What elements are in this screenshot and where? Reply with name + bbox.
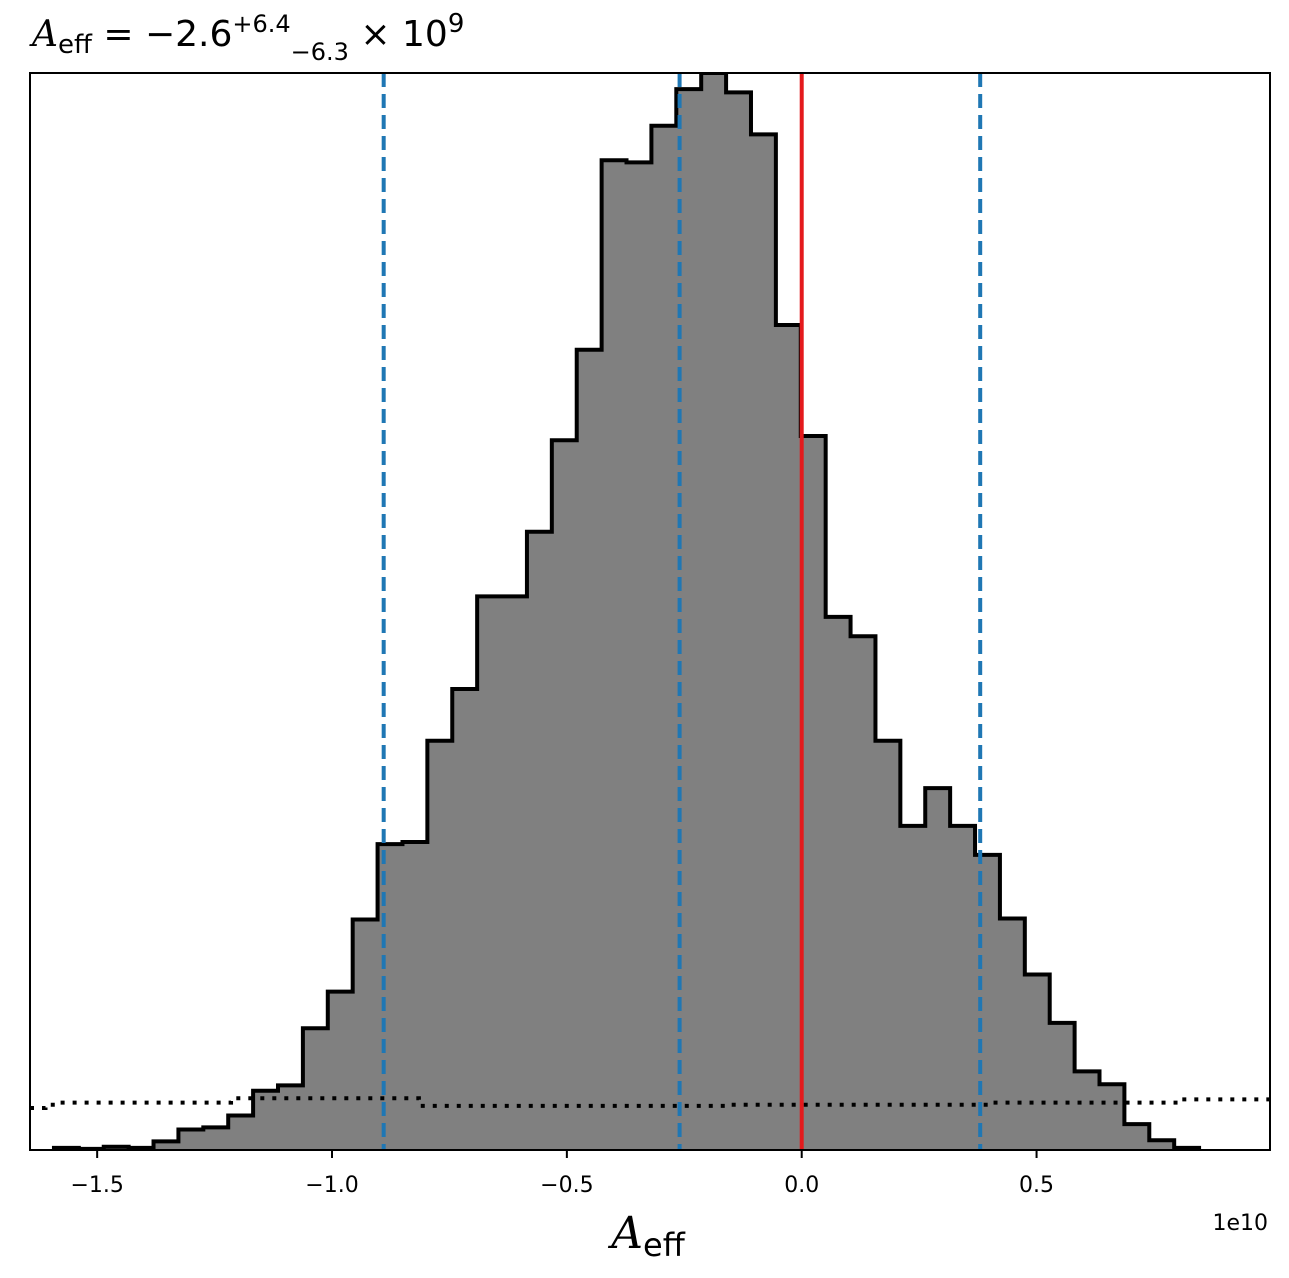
title-upper-error: +6.4 — [232, 10, 290, 38]
title-exponent: 9 — [448, 9, 465, 39]
histogram-bar — [850, 636, 877, 1150]
histogram-bar — [1024, 974, 1051, 1150]
histogram-bar — [999, 918, 1026, 1150]
x-tick-label: −1.5 — [70, 1173, 123, 1198]
histogram-bar — [576, 349, 603, 1150]
title-value: = −2.6 — [92, 14, 232, 55]
plot-frame — [29, 72, 1271, 1151]
title-symbol: A — [29, 14, 58, 55]
histogram-bar — [1049, 1022, 1076, 1150]
histogram-bar — [1074, 1071, 1101, 1150]
histogram-bar — [875, 740, 901, 1150]
histogram-bar — [178, 1129, 204, 1150]
histogram-bar — [750, 134, 777, 1150]
histogram-bar — [701, 73, 727, 1150]
histogram-bar — [825, 616, 852, 1150]
histogram-bar — [427, 740, 453, 1150]
title-lower-error: −6.3 — [291, 38, 349, 66]
histogram-bar — [950, 825, 976, 1150]
histogram-bar — [726, 92, 752, 1151]
histogram-bar — [775, 325, 802, 1150]
title-symbol-subscript: eff — [58, 30, 93, 60]
x-tick-label: −0.5 — [540, 1173, 593, 1198]
title-multiplier: × 10 — [349, 14, 448, 55]
histogram-bar — [377, 844, 404, 1150]
histogram-bar — [352, 919, 379, 1150]
x-axis-label-symbol: A — [607, 1208, 643, 1259]
histogram-bar — [626, 162, 653, 1151]
histogram-bar — [402, 841, 428, 1150]
histogram-bar — [900, 825, 926, 1150]
histogram-bar — [452, 689, 478, 1150]
histogram-bar — [551, 440, 578, 1151]
histogram-bar — [1099, 1084, 1125, 1150]
histogram-bar — [1124, 1124, 1150, 1150]
histogram-bar — [925, 788, 951, 1150]
x-axis-offset-label: 1e10 — [1212, 1211, 1268, 1236]
x-axis-label: Aeff — [607, 1208, 685, 1264]
histogram-bar — [253, 1090, 279, 1150]
chart-title: Aeff = −2.6+6.4−6.3 × 109 — [29, 9, 464, 66]
histogram-bar — [327, 991, 354, 1150]
histogram-bar — [203, 1127, 229, 1150]
histogram-bar — [651, 125, 677, 1151]
histogram-bar — [278, 1085, 304, 1150]
histogram-bar — [526, 531, 553, 1150]
histogram-bar — [153, 1141, 180, 1150]
histogram-bar — [502, 596, 528, 1150]
plot-area: −1.5 −1.0 −0.5 0.0 0.5 — [29, 72, 1271, 1198]
histogram-bar — [601, 160, 628, 1150]
x-tick-label: 0.5 — [1019, 1173, 1054, 1198]
histogram-bar — [477, 596, 503, 1150]
histogram-outline — [51, 73, 1202, 1150]
x-axis-label-subscript: eff — [643, 1226, 686, 1264]
histogram-bar — [228, 1115, 254, 1150]
x-tick-label: 0.0 — [784, 1173, 819, 1198]
histogram-bar — [1149, 1140, 1175, 1150]
histogram-bar — [800, 435, 827, 1151]
histogram-bar — [302, 1028, 329, 1150]
x-tick-label: −1.0 — [305, 1173, 358, 1198]
